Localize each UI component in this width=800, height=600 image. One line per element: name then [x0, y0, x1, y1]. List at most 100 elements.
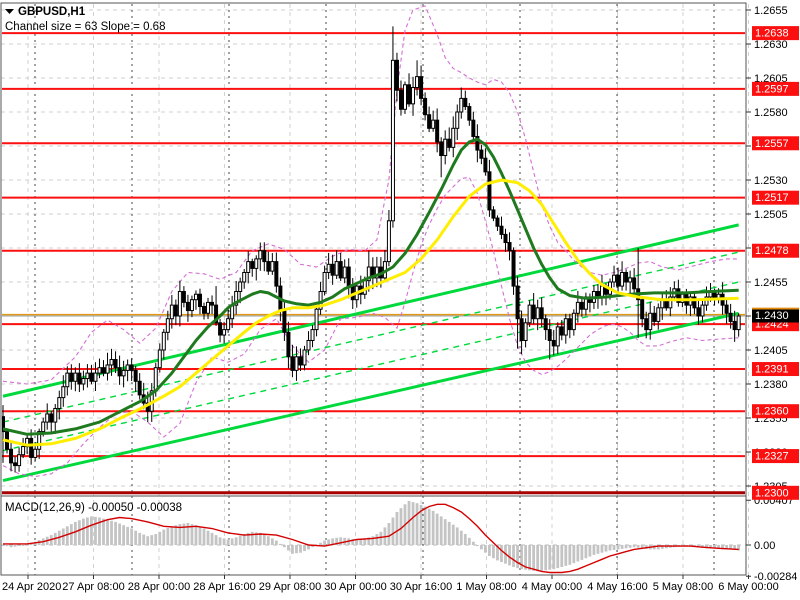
candle-body — [314, 308, 319, 331]
macd-histogram-bar — [319, 542, 322, 545]
macd-histogram-bar — [423, 506, 427, 545]
macd-histogram-bar — [512, 545, 515, 567]
macd-histogram-bar — [584, 545, 588, 559]
candle-body — [539, 307, 544, 320]
candle-body — [696, 307, 701, 317]
macd-histogram-bar — [488, 545, 491, 556]
macd-histogram-bar — [250, 531, 254, 545]
macd-histogram-bar — [717, 545, 720, 549]
resistance-badge — [752, 26, 799, 41]
candle-body — [724, 304, 729, 314]
macd-histogram-bar — [206, 530, 210, 545]
y-axis-label: 1.2405 — [754, 345, 788, 357]
candle-body — [390, 59, 395, 222]
candle-body — [423, 97, 428, 116]
macd-histogram-bar — [134, 530, 138, 545]
x-axis-label: 5 May 08:00 — [653, 581, 714, 593]
candle-body — [137, 380, 142, 396]
macd-histogram-bar — [367, 537, 371, 545]
candle-body — [125, 364, 130, 371]
macd-histogram-bar — [725, 545, 728, 550]
macd-histogram-bar — [532, 545, 536, 571]
candle-body — [185, 301, 190, 312]
candle-body — [234, 291, 239, 306]
macd-histogram-bar — [73, 521, 77, 545]
candle-body — [242, 271, 247, 283]
candle-body — [189, 299, 194, 312]
candle-body — [294, 356, 299, 371]
macd-histogram-bar — [114, 521, 117, 545]
candle-body — [668, 296, 673, 309]
candle-body — [226, 318, 231, 331]
macd-histogram-bar — [218, 537, 222, 545]
macd-histogram-bar — [459, 530, 463, 545]
candle-body — [53, 407, 58, 423]
macd-histogram-bar — [608, 545, 612, 551]
x-axis-label: 1 May 08:00 — [456, 581, 517, 593]
candle-body — [394, 59, 399, 91]
macd-histogram-bar — [471, 541, 475, 545]
macd-histogram-bar — [705, 545, 708, 549]
macd-signal-line — [3, 503, 739, 574]
resistance-badge-label: 1.2597 — [755, 83, 789, 95]
candle-body — [503, 233, 508, 244]
macd-histogram-bar — [524, 545, 527, 570]
candle-body — [202, 305, 206, 314]
x-axis-label: 4 May 00:00 — [522, 581, 583, 593]
candle-body — [133, 369, 138, 382]
candle-body — [648, 312, 653, 331]
x-axis-label: 30 Apr 00:00 — [324, 581, 386, 593]
trend-channel-lines — [2, 223, 740, 483]
macd-histogram-bar — [620, 545, 624, 549]
resistance-badge-label: 1.2327 — [755, 451, 789, 463]
macd-histogram-bar — [701, 545, 704, 548]
candle-body — [523, 322, 528, 341]
macd-histogram-bar — [287, 545, 290, 551]
candle-body — [105, 364, 110, 374]
candle-body — [109, 359, 114, 366]
macd-histogram-bar — [274, 540, 278, 545]
macd-histogram-bar — [246, 532, 250, 545]
support-badge-label: 1.2300 — [755, 487, 789, 499]
candle-body — [266, 261, 271, 272]
candle-body — [306, 339, 311, 351]
candle-body — [551, 339, 556, 347]
macd-histogram-bar — [278, 543, 282, 545]
macd-histogram-bar — [520, 545, 523, 570]
channel-line-dashed — [2, 281, 739, 452]
candle-body — [612, 274, 617, 283]
candle-body — [89, 372, 94, 382]
macd-histogram-bar — [624, 545, 628, 549]
macd-pane-border — [0, 495, 747, 576]
macd-histogram-bar — [359, 538, 363, 545]
candle-body — [177, 291, 182, 317]
macd-histogram-bar — [399, 508, 403, 545]
candle-body — [310, 329, 315, 341]
candle-body — [559, 326, 564, 336]
macd-histogram-bar — [110, 520, 113, 545]
x-axis-label: 30 Apr 16:00 — [390, 581, 452, 593]
macd-indicator — [2, 501, 741, 574]
x-axis-label: 27 Apr 08:00 — [62, 581, 124, 593]
candle-body — [77, 372, 82, 385]
resistance-badge — [752, 449, 799, 464]
candle-body — [2, 416, 5, 433]
resistance-badge-label: 1.2391 — [755, 364, 789, 376]
candle-body — [322, 271, 327, 293]
y-axis-label: 1.2655 — [754, 5, 788, 17]
channel-line-lower — [2, 311, 739, 483]
macd-histogram-bar — [407, 501, 411, 545]
x-axis-label: 28 Apr 16:00 — [193, 581, 255, 593]
candle-body — [193, 293, 198, 301]
macd-histogram-bar — [299, 545, 302, 553]
candle-body — [535, 307, 540, 320]
candle-body — [415, 76, 420, 89]
candle-body — [407, 84, 412, 105]
candle-body — [9, 448, 14, 464]
chevron-down-icon[interactable] — [5, 9, 14, 14]
macd-histogram-bar — [198, 526, 202, 545]
candle-body — [555, 326, 560, 347]
candle-body — [567, 318, 572, 331]
candle-body — [571, 312, 576, 331]
channel-line-dashed — [2, 251, 739, 423]
